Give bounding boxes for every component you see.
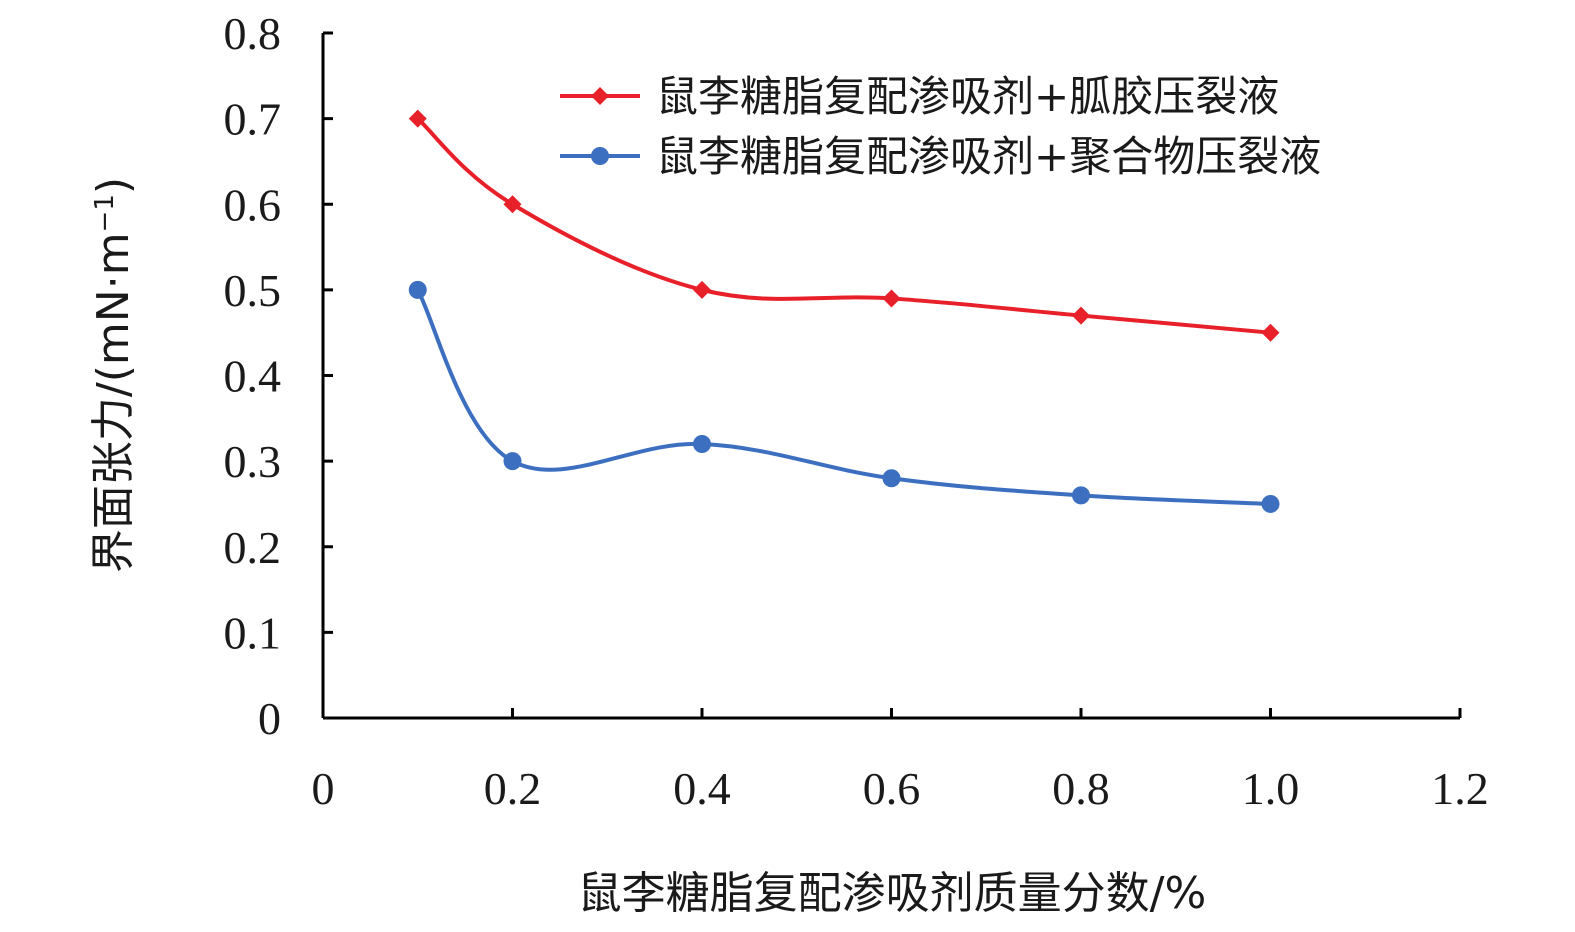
data-point — [408, 280, 427, 299]
legend-entry: 鼠李糖脂复配渗吸剂+聚合物压裂液 — [560, 132, 1321, 181]
x-tick-label: 0.4 — [673, 763, 731, 814]
series-line — [415, 288, 1271, 506]
data-point — [882, 289, 901, 308]
data-point — [408, 109, 427, 128]
y-tick-label: 0.5 — [224, 265, 282, 316]
y-tick-label: 0.7 — [224, 94, 282, 145]
y-tick-label: 0.6 — [224, 179, 282, 230]
data-point — [503, 195, 522, 214]
y-tick-label: 0.1 — [224, 607, 282, 658]
y-axis-title: 界面张力/(mN·m−1) — [88, 177, 139, 573]
y-tick-label: 0.2 — [224, 522, 282, 573]
data-point — [882, 469, 901, 488]
series-1 — [408, 109, 1280, 342]
x-tick-label: 1.2 — [1431, 763, 1489, 814]
legend-entry: 鼠李糖脂复配渗吸剂+胍胶压裂液 — [560, 72, 1279, 121]
y-tick-label: 0.8 — [224, 8, 282, 59]
data-point — [1261, 494, 1280, 513]
x-axis-title: 鼠李糖脂复配渗吸剂质量分数/% — [578, 868, 1207, 919]
y-axis-ticks: 0 0.1 0.2 0.3 0.4 0.5 0.6 0.7 0.8 — [224, 8, 333, 744]
legend-label: 鼠李糖脂复配渗吸剂+胍胶压裂液 — [656, 72, 1279, 121]
data-point — [1261, 323, 1280, 342]
x-tick-label: 0.6 — [863, 763, 921, 814]
series-2 — [408, 280, 1280, 513]
data-point — [693, 280, 711, 299]
x-tick-label: 0 — [312, 763, 335, 814]
y-axis-title-superscript: −1 — [90, 194, 120, 232]
data-point — [503, 452, 522, 471]
y-axis-title-close: ) — [88, 177, 139, 194]
x-tick-label: 1.0 — [1242, 763, 1300, 814]
legend-swatch-marker — [591, 147, 609, 165]
legend-swatch-marker — [591, 87, 609, 105]
x-axis-ticks: 0 0.2 0.4 0.6 0.8 1.0 1.2 — [312, 708, 1489, 814]
y-axis-title-main: 界面张力/(mN·m — [88, 232, 139, 573]
y-tick-label: 0.4 — [224, 351, 282, 402]
x-tick-label: 0.2 — [484, 763, 542, 814]
x-tick-label: 0.8 — [1052, 763, 1110, 814]
y-tick-label: 0.3 — [224, 436, 282, 487]
data-point — [1072, 306, 1090, 325]
data-point — [1072, 486, 1090, 505]
legend-label: 鼠李糖脂复配渗吸剂+聚合物压裂液 — [656, 132, 1321, 181]
data-point — [693, 435, 711, 453]
series-layer — [408, 109, 1280, 513]
y-tick-label: 0 — [258, 693, 281, 744]
